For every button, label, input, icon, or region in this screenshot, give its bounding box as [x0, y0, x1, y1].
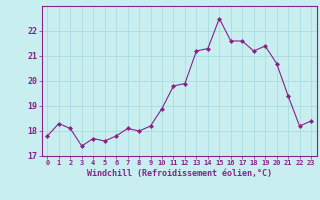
X-axis label: Windchill (Refroidissement éolien,°C): Windchill (Refroidissement éolien,°C): [87, 169, 272, 178]
